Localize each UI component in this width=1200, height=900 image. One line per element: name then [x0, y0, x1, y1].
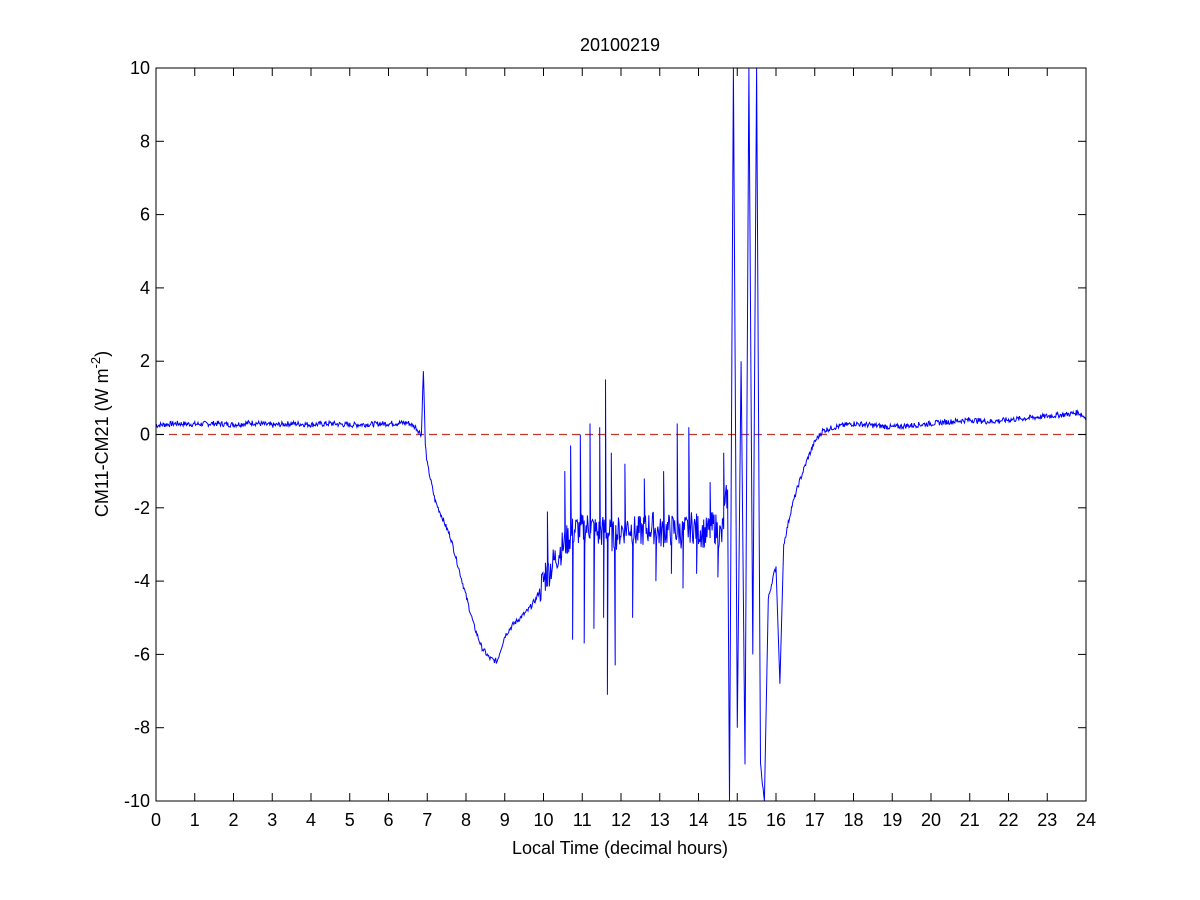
- data-layer: [156, 68, 1086, 801]
- y-tick-label: 2: [140, 351, 150, 371]
- y-axis-label-close: ): [92, 351, 112, 357]
- x-tick-label: 15: [727, 810, 747, 830]
- x-tick-label: 17: [805, 810, 825, 830]
- x-tick-label: 14: [688, 810, 708, 830]
- x-tick-label: 23: [1037, 810, 1057, 830]
- x-tick-label: 8: [461, 810, 471, 830]
- x-tick-label: 12: [611, 810, 631, 830]
- x-tick-label: 16: [766, 810, 786, 830]
- x-axis-label: Local Time (decimal hours): [512, 838, 728, 858]
- y-tick-label: 10: [130, 58, 150, 78]
- y-axis-label-main: CM11-CM21 (W m: [92, 368, 112, 517]
- x-tick-label: 18: [843, 810, 863, 830]
- x-tick-label: 9: [500, 810, 510, 830]
- x-tick-label: 13: [650, 810, 670, 830]
- y-tick-label: -4: [134, 571, 150, 591]
- x-tick-label: 10: [533, 810, 553, 830]
- x-tick-label: 22: [998, 810, 1018, 830]
- axes-layer: 0 1 2 3 4 5 6 7 8 9 10 11 12 13 14 15 16 17 18 19 20 21 22 23 24…: [124, 58, 1096, 830]
- y-axis-label: CM11-CM21 (W m-2): [88, 351, 112, 517]
- x-tick-label: 20: [921, 810, 941, 830]
- y-tick-label: 6: [140, 205, 150, 225]
- y-axis-label-superscript: -2: [88, 357, 103, 369]
- y-tick-label: -8: [134, 718, 150, 738]
- x-tick-label: 7: [422, 810, 432, 830]
- y-tick-label: -2: [134, 498, 150, 518]
- x-tick-label: 3: [267, 810, 277, 830]
- series-line: [156, 68, 1086, 801]
- x-tick-label: 6: [383, 810, 393, 830]
- x-tick-label: 1: [190, 810, 200, 830]
- x-tick-label: 11: [573, 810, 592, 830]
- x-tick-label: 19: [882, 810, 902, 830]
- x-tick-label: 2: [228, 810, 238, 830]
- plot-frame: [155, 67, 1087, 802]
- labels-layer: 20100219 Local Time (decimal hours) CM11…: [88, 35, 728, 858]
- y-tick-label: 0: [140, 425, 150, 445]
- y-tick-label: -6: [134, 644, 150, 664]
- y-tick-label: 8: [140, 131, 150, 151]
- x-tick-label: 21: [960, 810, 980, 830]
- y-tick-label: 4: [140, 278, 150, 298]
- x-tick-label: 0: [151, 810, 161, 830]
- y-tick-label: -10: [124, 791, 150, 811]
- x-tick-label: 4: [306, 810, 316, 830]
- x-tick-label: 5: [345, 810, 355, 830]
- x-tick-label: 24: [1076, 810, 1096, 830]
- chart-title: 20100219: [580, 35, 660, 55]
